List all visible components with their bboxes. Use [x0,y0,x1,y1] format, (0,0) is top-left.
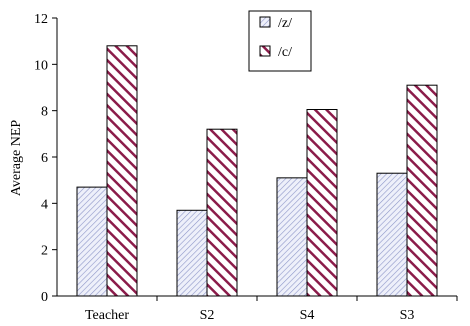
legend-label-z: /z/ [278,16,292,31]
y-tick-label: 6 [41,151,48,166]
x-axis-labels: Teacher S2 S4 S3 [85,308,414,323]
legend-box [248,10,312,72]
bar-c-teacher [106,45,138,297]
y-tick-label: 8 [41,105,48,120]
y-axis-title: Average NEP [9,120,24,197]
legend: /z/ /c/ [248,10,312,72]
bar-z-s2 [176,209,208,297]
x-category-label: Teacher [85,308,129,323]
bar-z-s4 [276,177,308,297]
y-tick-label: 4 [41,197,48,212]
y-tick-label: 2 [41,244,48,259]
y-tick-label: 0 [41,290,48,305]
legend-swatch-c [259,45,271,57]
bar-z-teacher [76,186,108,297]
y-axis-ticks: 0 2 4 6 8 10 12 [34,12,57,305]
bars-group [76,45,458,301]
y-tick-label: 12 [34,12,48,27]
bar-c-s2 [206,128,238,297]
y-tick-label: 10 [34,58,48,73]
x-category-label: S4 [300,308,315,323]
x-category-label: S3 [400,308,415,323]
legend-label-c: /c/ [278,45,292,60]
legend-swatch-z [259,16,271,28]
bar-c-s3 [406,84,438,297]
bar-c-s4 [306,109,338,297]
x-category-label: S2 [200,308,215,323]
bar-z-s3 [376,172,408,297]
